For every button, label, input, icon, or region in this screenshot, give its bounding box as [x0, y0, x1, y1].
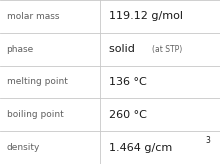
Text: 3: 3 [206, 136, 211, 145]
Text: 136 °C: 136 °C [109, 77, 147, 87]
Text: boiling point: boiling point [7, 110, 63, 119]
Text: density: density [7, 143, 40, 152]
Text: melting point: melting point [7, 78, 68, 86]
Text: (at STP): (at STP) [152, 45, 182, 54]
Text: solid: solid [109, 44, 142, 54]
Text: molar mass: molar mass [7, 12, 59, 21]
Text: 260 °C: 260 °C [109, 110, 147, 120]
Text: 1.464 g/cm: 1.464 g/cm [109, 143, 172, 153]
Text: 119.12 g/mol: 119.12 g/mol [109, 11, 183, 21]
Text: phase: phase [7, 45, 34, 54]
